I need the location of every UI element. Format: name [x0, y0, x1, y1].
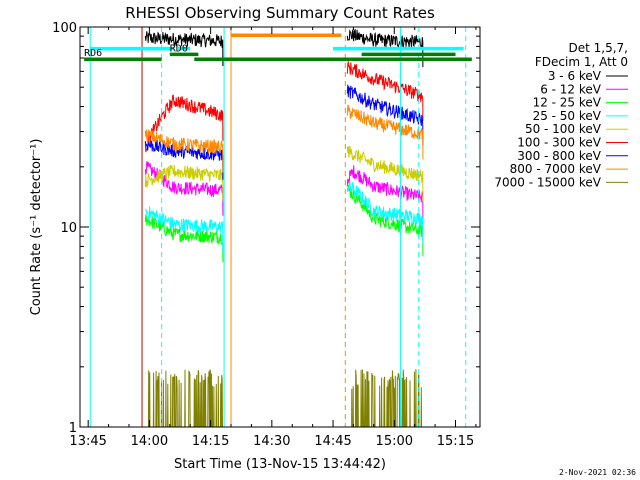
x-tick-label-0: 13:45: [69, 434, 106, 449]
series-line-3-b: [346, 180, 424, 244]
legend-label-2: 12 - 25 keV: [533, 96, 602, 110]
bar-label-1: RD0: [170, 43, 188, 54]
series-4: [144, 145, 424, 201]
series-line-0-a: [144, 31, 224, 67]
legend-label-0: 3 - 6 keV: [548, 69, 602, 83]
series-0: [144, 29, 424, 68]
series-line-4-b: [346, 145, 424, 201]
series-8: [147, 369, 423, 427]
bar-label-2: RD6: [84, 48, 102, 59]
series-line-2-a: [144, 213, 224, 263]
series-line-1-b: [346, 165, 424, 223]
legend-label-5: 100 - 300 keV: [517, 136, 601, 150]
y-tick-label-2: 100: [52, 21, 77, 36]
legend-label-8: 7000 - 15000 keV: [494, 175, 601, 189]
series-line-3-a: [144, 206, 224, 253]
series-line-7-b: [346, 104, 424, 160]
y-tick-label-0: 1: [69, 421, 77, 436]
x-tick-label-1: 14:00: [131, 434, 168, 449]
y-axis-label: Count Rate (s⁻¹ detector⁻¹): [29, 139, 44, 316]
series-line-2-b: [346, 183, 424, 257]
legend-header-1: FDecim 1, Att 0: [535, 55, 628, 69]
x-tick-label-2: 14:15: [192, 434, 229, 449]
series-line-6-b: [346, 84, 424, 146]
series-2: [144, 183, 424, 263]
y-tick-label-1: 10: [60, 221, 77, 236]
x-axis-label: Start Time (13-Nov-15 13:44:42): [174, 457, 386, 472]
legend-label-3: 25 - 50 keV: [533, 109, 602, 123]
series-line-6-a: [144, 139, 224, 180]
series-line-0-b: [346, 29, 424, 68]
x-tick-label-5: 15:00: [376, 434, 413, 449]
x-tick-label-4: 14:45: [314, 434, 351, 449]
series-7: [144, 104, 424, 173]
series-line-4-a: [144, 164, 224, 201]
series-line-5-b: [346, 61, 424, 122]
footer-date: 2-Nov-2021 02:36: [559, 468, 636, 477]
series-line-8-a: [147, 369, 223, 427]
legend-label-6: 300 - 800 keV: [517, 149, 601, 163]
chart-title: RHESSI Observing Summary Count Rates: [125, 4, 435, 22]
series-3: [144, 180, 424, 253]
legend-label-1: 6 - 12 keV: [540, 82, 602, 96]
series-5: [144, 61, 424, 153]
x-tick-label-6: 15:15: [437, 434, 474, 449]
x-tick-label-3: 14:30: [253, 434, 290, 449]
series-line-5-a: [144, 94, 224, 153]
series-line-7-a: [144, 129, 224, 173]
legend-header-0: Det 1,5,7,: [569, 41, 629, 55]
legend-label-4: 50 - 100 keV: [525, 122, 602, 136]
legend-label-7: 800 - 7000 keV: [510, 162, 602, 176]
series-6: [144, 84, 424, 180]
